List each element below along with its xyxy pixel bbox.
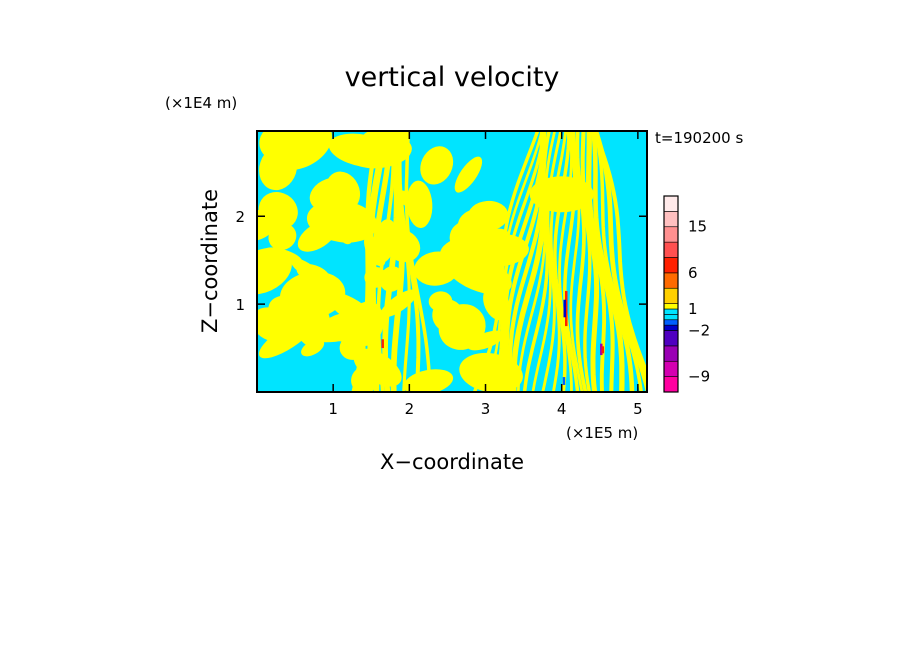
contour-patch [339, 335, 366, 360]
contour-patch [259, 145, 298, 191]
contour-patch [258, 192, 298, 230]
contour-stripe [404, 131, 432, 392]
contour-field [257, 131, 647, 392]
colorbar-band [663, 319, 679, 326]
colorbar-band [663, 345, 679, 362]
colorbar-band [663, 330, 679, 347]
contour-patch [457, 209, 486, 233]
x-tick-label: 5 [633, 400, 643, 418]
contour-stripe [499, 131, 547, 392]
contour-patch [414, 251, 460, 286]
chart-title: vertical velocity [345, 62, 560, 93]
contour-stripe [522, 131, 551, 392]
contour-patch [309, 177, 354, 212]
contour-patch [321, 274, 342, 309]
y-axis-label: Z−coordinate [198, 189, 222, 333]
contour-patch [395, 190, 429, 212]
x-axis-unit: (×1E5 m) [566, 424, 638, 442]
x-tick-label: 3 [481, 400, 491, 418]
colorbar-band [663, 241, 679, 258]
y-axis-ticks: 12 [235, 208, 647, 314]
colorbar-band [663, 324, 679, 331]
colorbar: 15 6 1 −2 −9 [663, 195, 710, 393]
colorbar-band [663, 211, 679, 228]
colorbar-tick-label: 15 [688, 218, 707, 236]
contour-patch [420, 146, 454, 185]
x-tick-label: 1 [328, 400, 338, 418]
contour-stripe [397, 131, 421, 392]
contour-stripe [472, 131, 540, 392]
colorbar-band [663, 287, 679, 304]
colorbar-band [663, 257, 679, 274]
colorbar-band [663, 360, 679, 377]
plot-frame [256, 130, 648, 393]
contour-stripe [593, 131, 647, 392]
contour-stripe [553, 131, 571, 392]
colorbar-band [663, 308, 679, 315]
contour-patch [268, 223, 297, 251]
contour-stripe [363, 131, 390, 392]
contour-stripe [570, 131, 600, 392]
contour-patch [454, 156, 483, 193]
contour-stripe [591, 131, 635, 392]
contour-patch [462, 270, 484, 289]
time-label: t=190200 s [655, 129, 743, 147]
x-axis-label: X−coordinate [380, 450, 524, 474]
colorbar-band [663, 226, 679, 243]
contour-stripe [370, 131, 394, 392]
colorbar-band [663, 376, 679, 393]
contour-patch [438, 304, 486, 350]
x-axis-ticks: 1 2 3 4 5 [328, 131, 643, 418]
contour-stripe [492, 131, 546, 392]
y-tick-label: 1 [235, 296, 245, 314]
contour-stripe [392, 131, 411, 392]
contour-stripe [483, 131, 544, 392]
contour-stripe [593, 131, 643, 392]
contour-patch [451, 228, 510, 269]
x-tick-label: 2 [405, 400, 415, 418]
colorbar-frame [663, 195, 679, 393]
colorbar-band [663, 195, 679, 212]
colorbar-band [663, 314, 679, 321]
colorbar-tick-label: 6 [688, 264, 698, 282]
contour-patch [264, 296, 314, 344]
y-axis-unit: (×1E4 m) [165, 94, 237, 112]
x-tick-label: 4 [557, 400, 567, 418]
y-tick-label: 2 [235, 208, 245, 226]
contour-stripe [558, 131, 573, 392]
colorbar-band [663, 272, 679, 289]
contour-stripe [592, 131, 647, 380]
colorbar-band [663, 303, 679, 310]
contour-stripe [549, 131, 568, 392]
colorbar-tick-label: −2 [688, 322, 710, 340]
colorbar-tick-label: −9 [688, 368, 710, 386]
colorbar-tick-label: 1 [688, 300, 698, 318]
